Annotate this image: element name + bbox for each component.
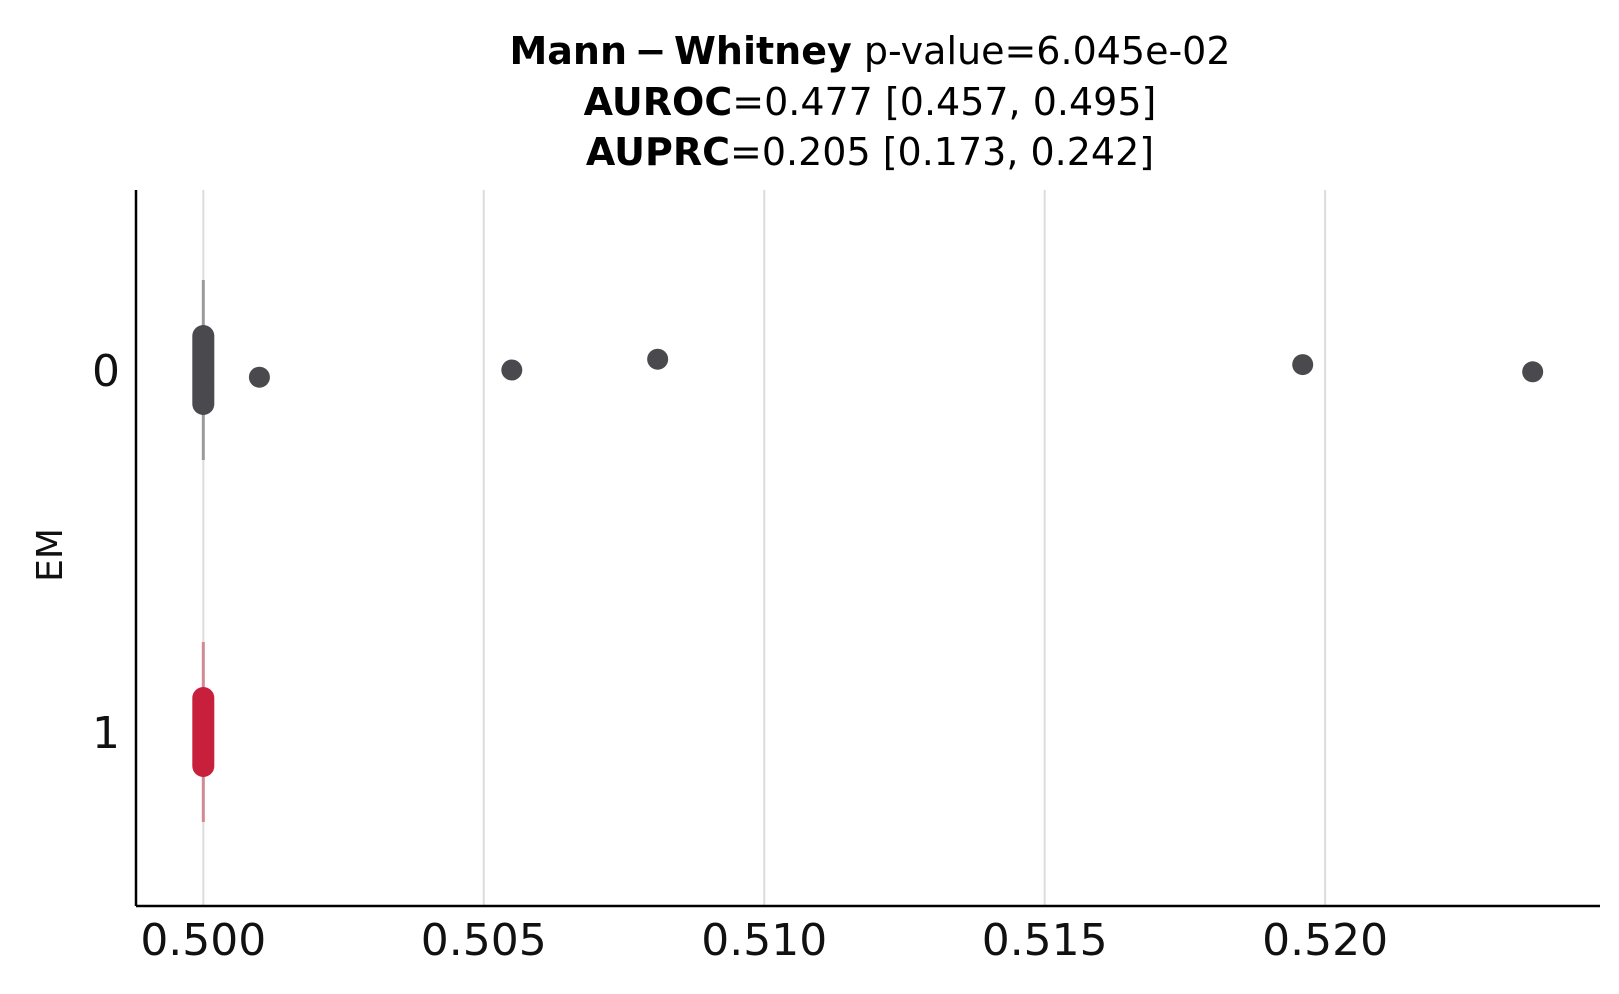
title-test-name: Mann − Whitney: [509, 29, 852, 73]
y-axis-label: EM: [30, 528, 71, 582]
data-point: [192, 739, 214, 761]
title-auroc-value: =0.477 [0.457, 0.495]: [732, 80, 1156, 124]
data-points: [192, 325, 1544, 777]
data-point: [1292, 354, 1314, 376]
chart-title-line-1: Mann − Whitney p-value=6.045e-02: [509, 29, 1230, 73]
x-tick-labels: 0.500 0.505 0.510 0.515 0.520: [140, 915, 1388, 966]
chart-title-line-2: AUROC=0.477 [0.457, 0.495]: [584, 80, 1157, 124]
x-tick-label: 0.505: [421, 915, 547, 966]
y-tick-labels: 01: [92, 346, 120, 759]
y-tick-label: 0: [92, 346, 120, 397]
data-point: [192, 377, 214, 399]
x-tick-label: 0.515: [982, 915, 1108, 966]
title-auprc-value: =0.205 [0.173, 0.242]: [730, 130, 1154, 174]
data-point: [248, 366, 270, 388]
chart-title-line-3: AUPRC=0.205 [0.173, 0.242]: [586, 130, 1154, 174]
data-point: [647, 348, 669, 370]
data-point: [501, 359, 523, 381]
x-tick-label: 0.510: [701, 915, 827, 966]
grid-lines: [202, 190, 1327, 906]
title-p-value: p-value=6.045e-02: [852, 29, 1231, 73]
data-point: [1522, 361, 1544, 383]
y-tick-label: 1: [92, 708, 120, 759]
x-tick-label: 0.520: [1262, 915, 1388, 966]
title-auprc-label: AUPRC: [586, 130, 730, 174]
title-auroc-label: AUROC: [584, 80, 733, 124]
x-tick-label: 0.500: [140, 915, 266, 966]
